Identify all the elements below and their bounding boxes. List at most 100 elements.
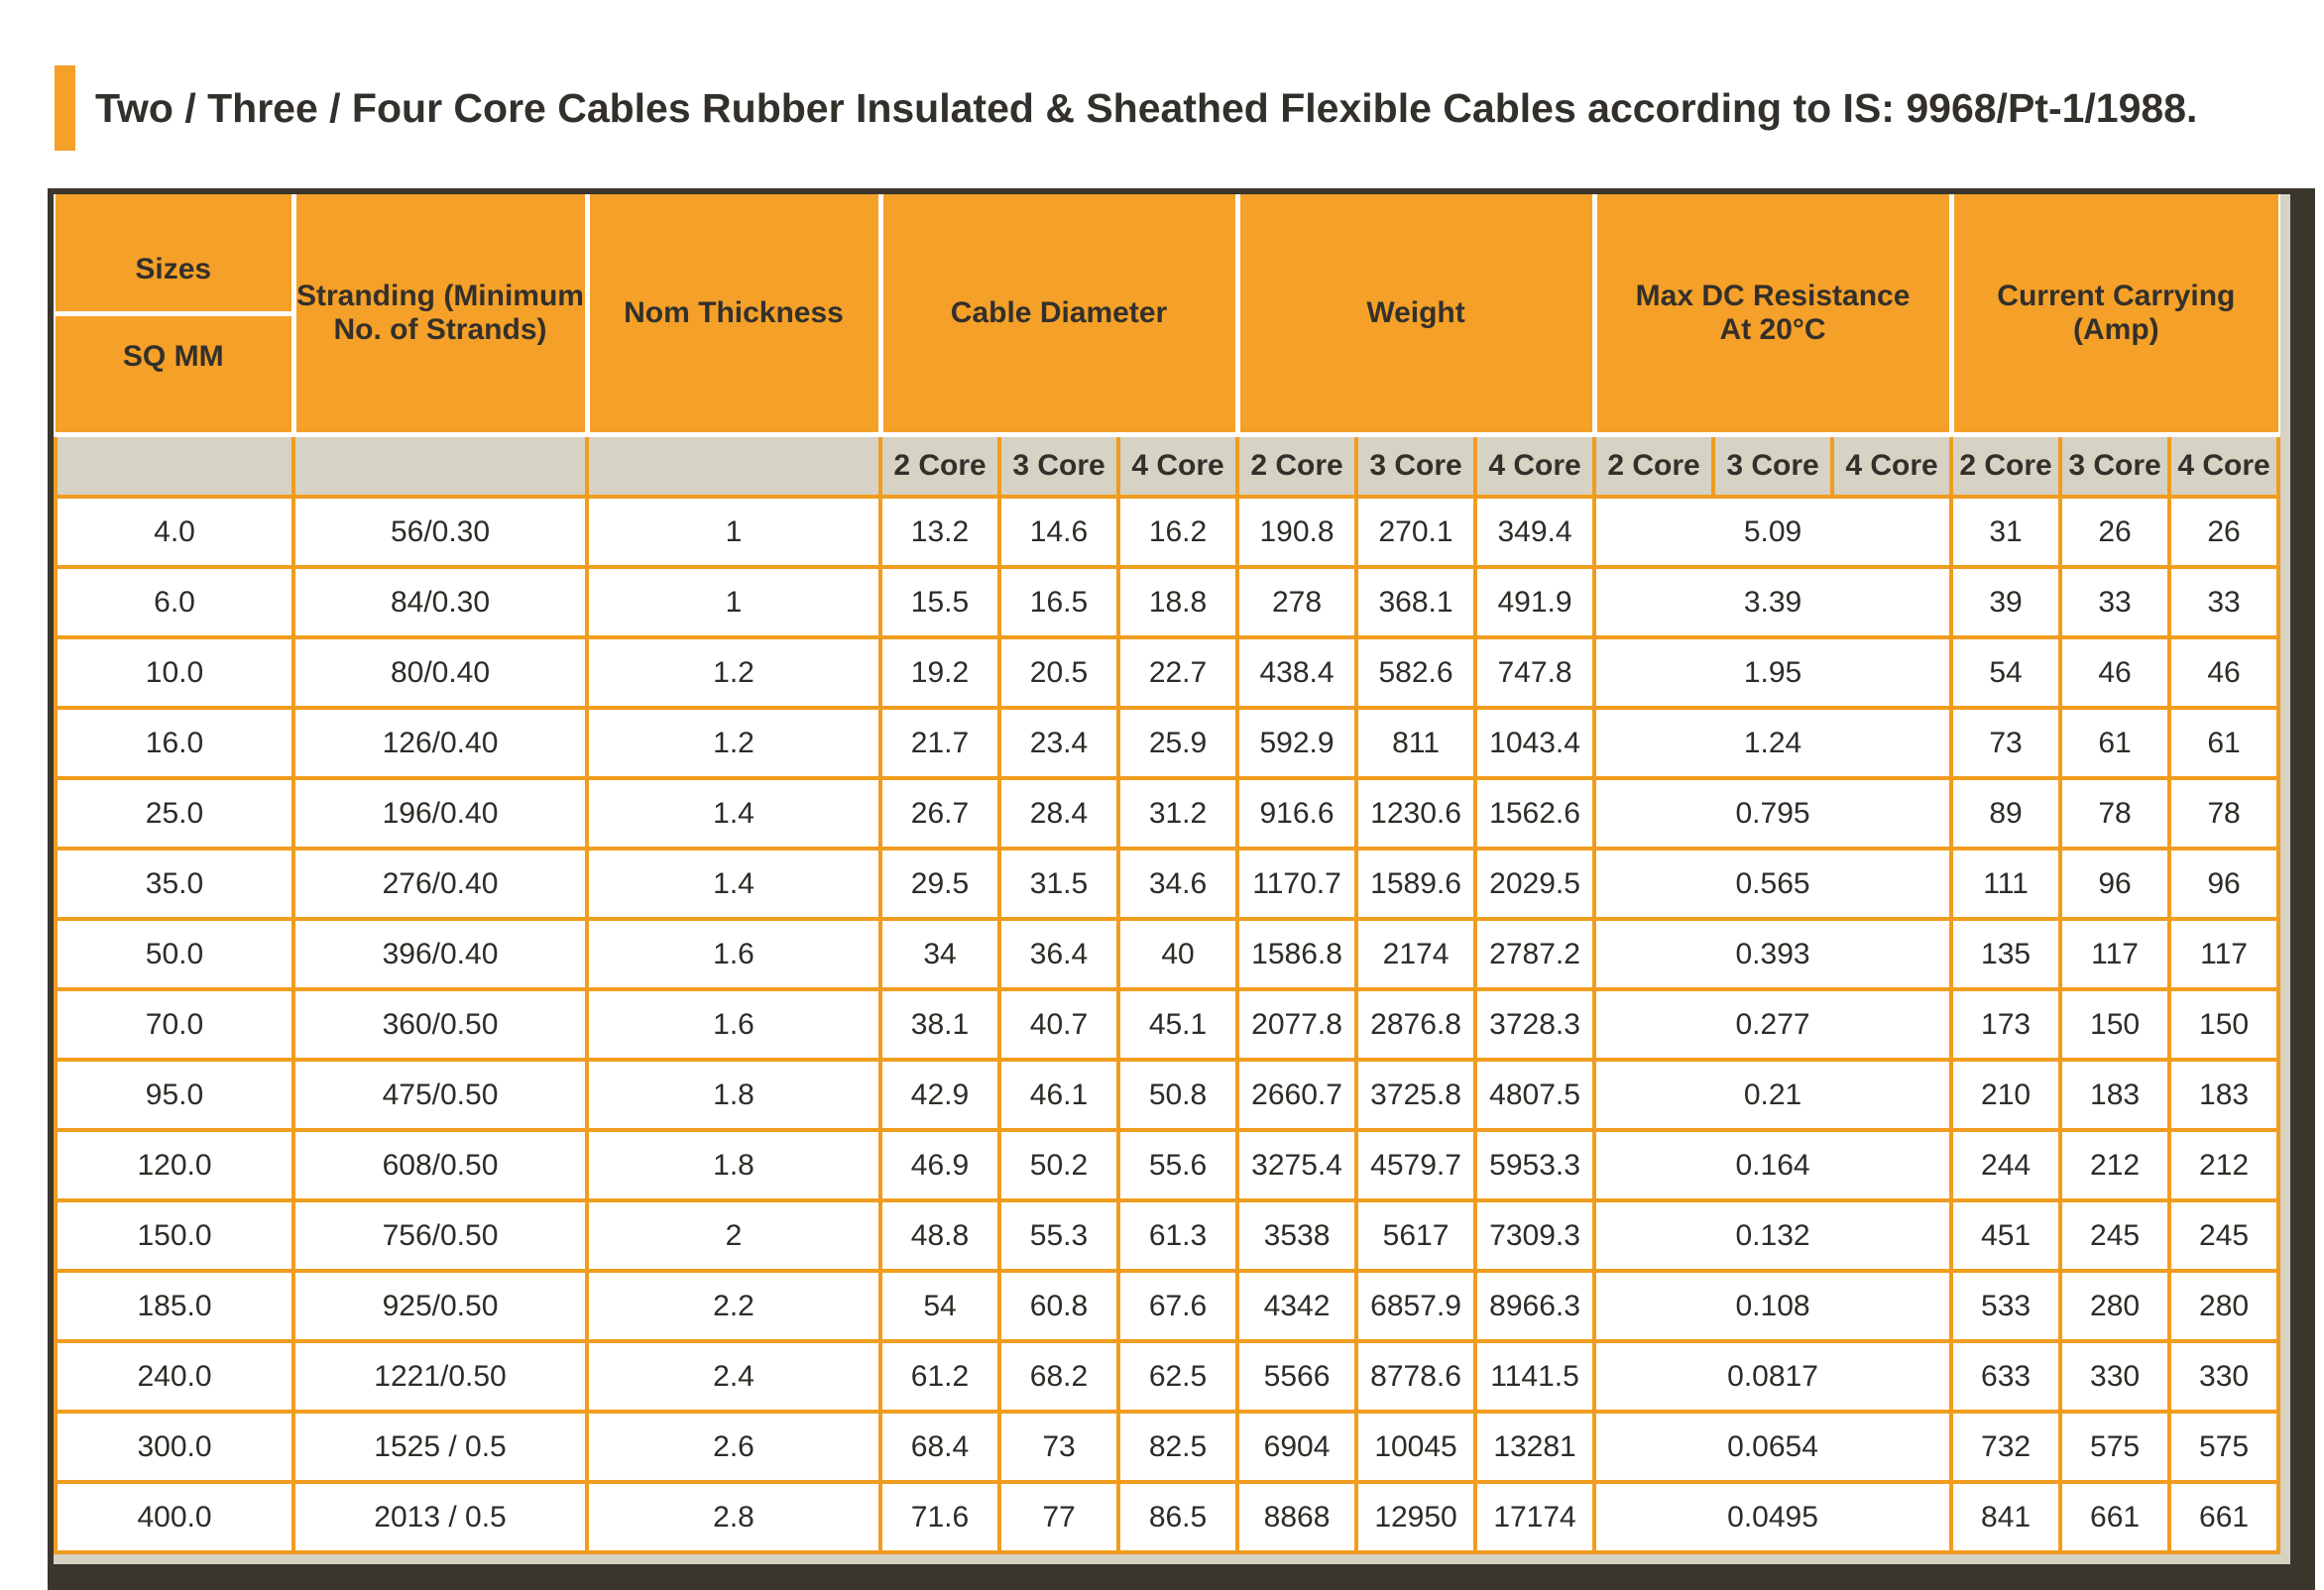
nom-thickness-cell: 1.2 xyxy=(585,706,882,780)
diameter-3core-cell: 28.4 xyxy=(997,776,1120,851)
resistance-cell: 5.09 xyxy=(1592,495,1954,569)
header-sizes-label: Sizes xyxy=(56,228,291,316)
subheader-resistance-3core: 3 Core xyxy=(1711,432,1835,499)
subheader-current-4core: 4 Core xyxy=(2167,432,2281,499)
weight-4core-cell: 7309.3 xyxy=(1473,1198,1597,1273)
weight-3core-cell: 12950 xyxy=(1354,1480,1478,1554)
subheader-empty-sizes xyxy=(54,432,295,499)
stranding-cell: 2013 / 0.5 xyxy=(291,1480,589,1554)
weight-3core-cell: 1589.6 xyxy=(1354,847,1478,921)
nom-thickness-cell: 2.6 xyxy=(585,1410,882,1484)
current-2core-cell: 732 xyxy=(1949,1410,2063,1484)
current-4core-cell: 117 xyxy=(2167,917,2281,991)
table-row: 70.0 360/0.50 1.6 38.1 40.7 45.1 2077.8 2876.8 3… xyxy=(54,987,2281,1062)
diameter-3core-cell: 46.1 xyxy=(997,1058,1120,1132)
resistance-cell: 1.24 xyxy=(1592,706,1954,780)
diameter-2core-cell: 71.6 xyxy=(878,1480,1001,1554)
current-4core-cell: 78 xyxy=(2167,776,2281,851)
diameter-3core-cell: 60.8 xyxy=(997,1269,1120,1343)
diameter-3core-cell: 14.6 xyxy=(997,495,1120,569)
diameter-2core-cell: 19.2 xyxy=(878,635,1001,710)
resistance-cell: 0.277 xyxy=(1592,987,1954,1062)
table-row: 240.0 1221/0.50 2.4 61.2 68.2 62.5 5566 8778.6 1… xyxy=(54,1339,2281,1414)
current-4core-cell: 280 xyxy=(2167,1269,2281,1343)
weight-4core-cell: 1141.5 xyxy=(1473,1339,1597,1414)
resistance-cell: 0.0495 xyxy=(1592,1480,1954,1554)
weight-2core-cell: 278 xyxy=(1235,565,1359,639)
subheader-current-3core: 3 Core xyxy=(2058,432,2172,499)
size-cell: 120.0 xyxy=(54,1128,295,1202)
nom-thickness-cell: 1 xyxy=(585,565,882,639)
current-3core-cell: 330 xyxy=(2058,1339,2172,1414)
nom-thickness-cell: 2.8 xyxy=(585,1480,882,1554)
current-3core-cell: 183 xyxy=(2058,1058,2172,1132)
size-cell: 185.0 xyxy=(54,1269,295,1343)
weight-2core-cell: 5566 xyxy=(1235,1339,1359,1414)
diameter-3core-cell: 23.4 xyxy=(997,706,1120,780)
weight-3core-cell: 270.1 xyxy=(1354,495,1478,569)
table-row: 300.0 1525 / 0.5 2.6 68.4 73 82.5 6904 10045 132… xyxy=(54,1410,2281,1484)
current-4core-cell: 61 xyxy=(2167,706,2281,780)
current-4core-cell: 212 xyxy=(2167,1128,2281,1202)
weight-2core-cell: 6904 xyxy=(1235,1410,1359,1484)
table-row: 10.0 80/0.40 1.2 19.2 20.5 22.7 438.4 582.6 747.… xyxy=(54,635,2281,710)
table-row: 50.0 396/0.40 1.6 34 36.4 40 1586.8 2174 2787.2 0… xyxy=(54,917,2281,991)
diameter-2core-cell: 26.7 xyxy=(878,776,1001,851)
current-2core-cell: 451 xyxy=(1949,1198,2063,1273)
header-max-dc-resistance: Max DC Resistance At 20°C xyxy=(1591,194,1954,437)
resistance-cell: 0.0817 xyxy=(1592,1339,1954,1414)
stranding-cell: 475/0.50 xyxy=(291,1058,589,1132)
resistance-cell: 0.565 xyxy=(1592,847,1954,921)
subheader-weight-2core: 2 Core xyxy=(1235,432,1359,499)
nom-thickness-cell: 1.2 xyxy=(585,635,882,710)
weight-2core-cell: 8868 xyxy=(1235,1480,1359,1554)
subheader-weight-3core: 3 Core xyxy=(1354,432,1478,499)
weight-4core-cell: 17174 xyxy=(1473,1480,1597,1554)
weight-4core-cell: 4807.5 xyxy=(1473,1058,1597,1132)
stranding-cell: 756/0.50 xyxy=(291,1198,589,1273)
diameter-2core-cell: 38.1 xyxy=(878,987,1001,1062)
weight-3core-cell: 2174 xyxy=(1354,917,1478,991)
weight-3core-cell: 5617 xyxy=(1354,1198,1478,1273)
table-row: 400.0 2013 / 0.5 2.8 71.6 77 86.5 8868 12950 171… xyxy=(54,1480,2281,1554)
current-4core-cell: 33 xyxy=(2167,565,2281,639)
current-4core-cell: 150 xyxy=(2167,987,2281,1062)
diameter-2core-cell: 13.2 xyxy=(878,495,1001,569)
diameter-2core-cell: 48.8 xyxy=(878,1198,1001,1273)
resistance-cell: 0.0654 xyxy=(1592,1410,1954,1484)
size-cell: 70.0 xyxy=(54,987,295,1062)
current-3core-cell: 245 xyxy=(2058,1198,2172,1273)
diameter-4core-cell: 25.9 xyxy=(1115,706,1240,780)
nom-thickness-cell: 1.4 xyxy=(585,776,882,851)
weight-2core-cell: 1170.7 xyxy=(1235,847,1359,921)
size-cell: 10.0 xyxy=(54,635,295,710)
weight-2core-cell: 4342 xyxy=(1235,1269,1359,1343)
weight-4core-cell: 2029.5 xyxy=(1473,847,1597,921)
size-cell: 150.0 xyxy=(54,1198,295,1273)
current-2core-cell: 135 xyxy=(1949,917,2063,991)
weight-4core-cell: 1043.4 xyxy=(1473,706,1597,780)
weight-2core-cell: 438.4 xyxy=(1235,635,1359,710)
current-2core-cell: 244 xyxy=(1949,1128,2063,1202)
current-3core-cell: 33 xyxy=(2058,565,2172,639)
subheader-weight-4core: 4 Core xyxy=(1473,432,1597,499)
size-cell: 50.0 xyxy=(54,917,295,991)
stranding-cell: 925/0.50 xyxy=(291,1269,589,1343)
diameter-2core-cell: 68.4 xyxy=(878,1410,1001,1484)
stranding-cell: 56/0.30 xyxy=(291,495,589,569)
current-3core-cell: 117 xyxy=(2058,917,2172,991)
nom-thickness-cell: 1.4 xyxy=(585,847,882,921)
current-3core-cell: 26 xyxy=(2058,495,2172,569)
diameter-2core-cell: 29.5 xyxy=(878,847,1001,921)
size-cell: 6.0 xyxy=(54,565,295,639)
size-cell: 16.0 xyxy=(54,706,295,780)
header-current-carrying: Current Carrying (Amp) xyxy=(1948,194,2279,437)
size-cell: 4.0 xyxy=(54,495,295,569)
nom-thickness-cell: 2 xyxy=(585,1198,882,1273)
diameter-2core-cell: 34 xyxy=(878,917,1001,991)
subheader-resistance-2core: 2 Core xyxy=(1592,432,1716,499)
header-sizes-unit: SQ MM xyxy=(122,340,224,374)
subheader-current-2core: 2 Core xyxy=(1949,432,2063,499)
table-header: Sizes SQ MM Stranding (Minimum No. of St… xyxy=(54,194,2281,499)
diameter-4core-cell: 55.6 xyxy=(1115,1128,1240,1202)
